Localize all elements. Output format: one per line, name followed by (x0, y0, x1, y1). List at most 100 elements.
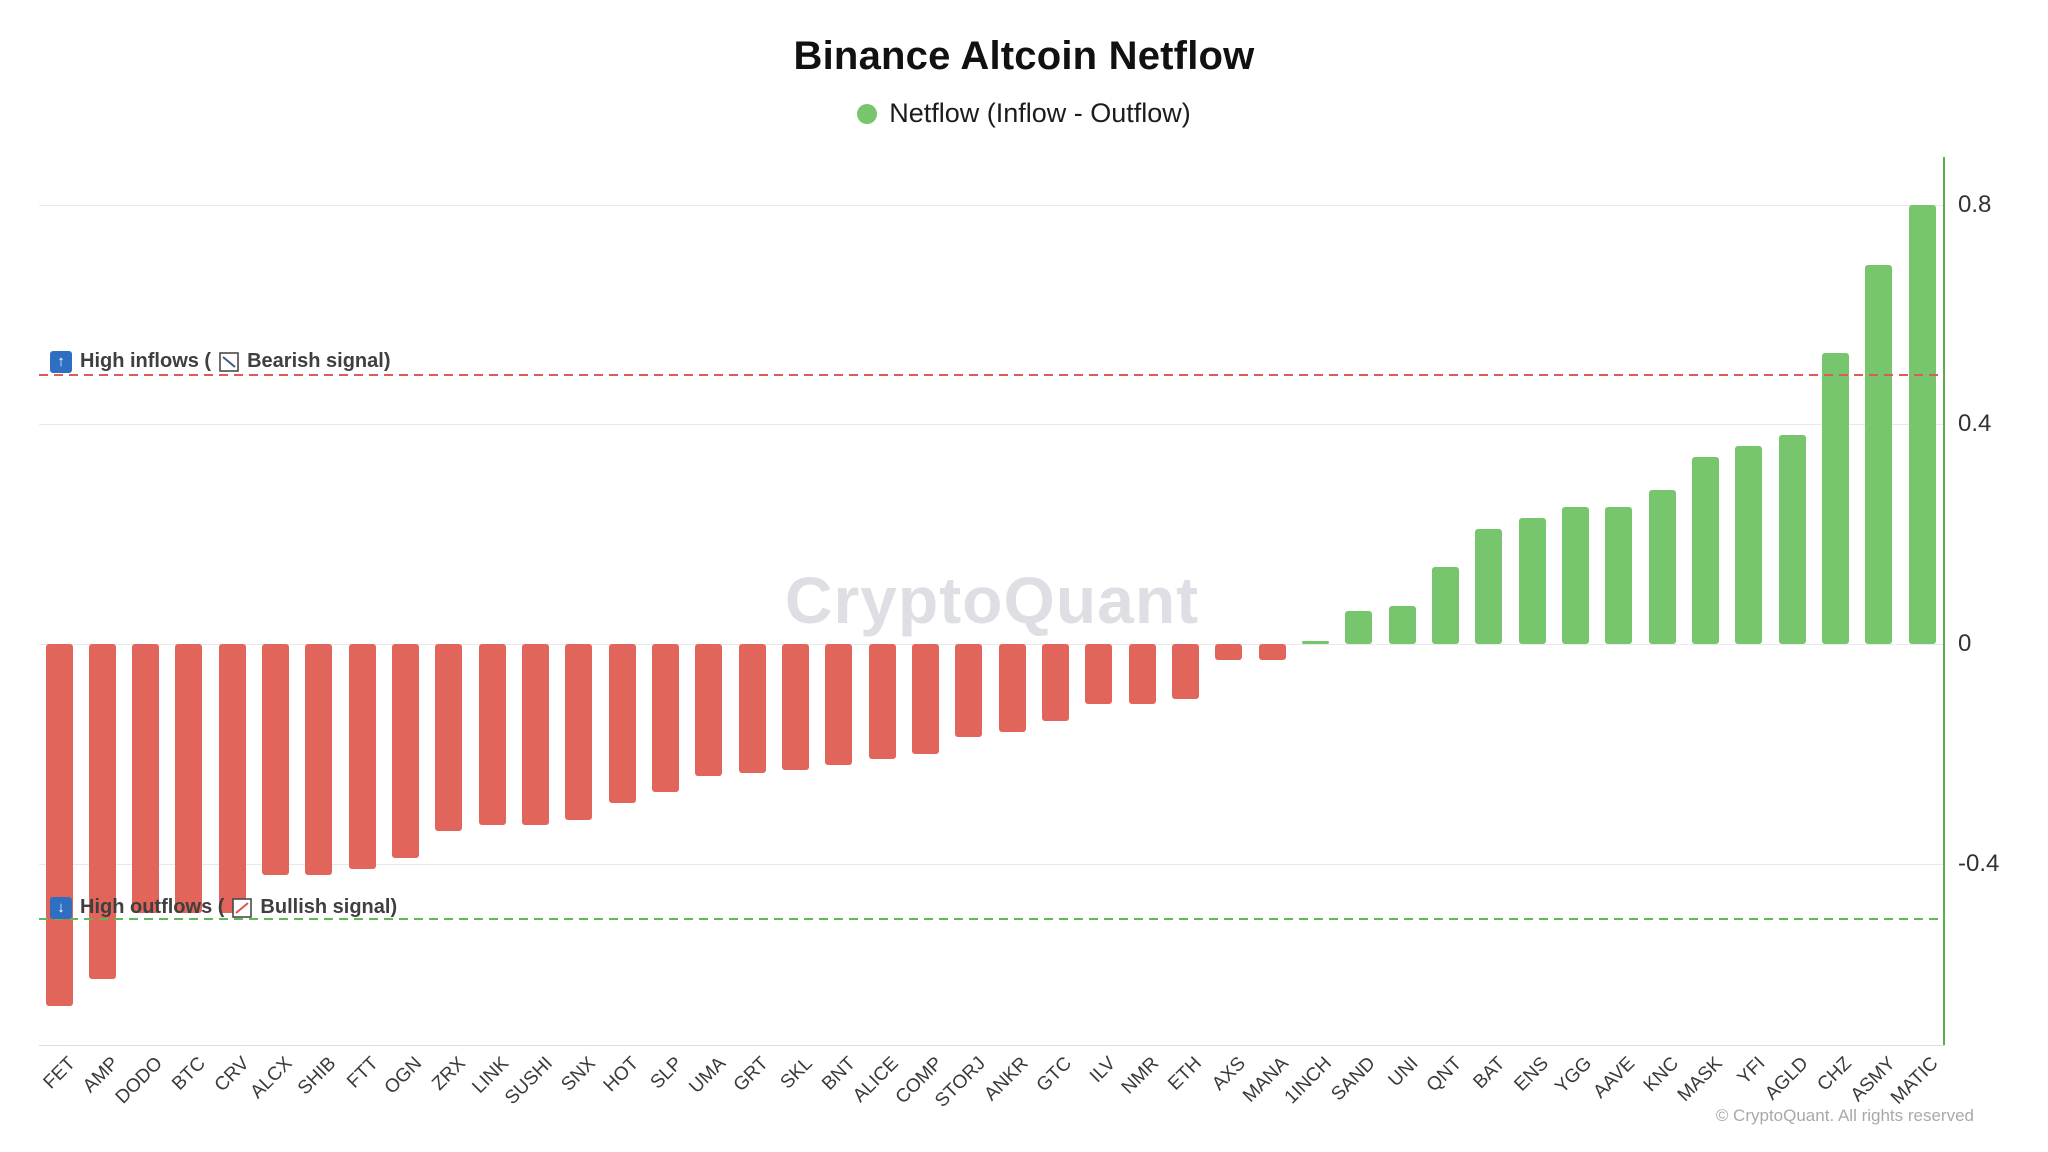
bar-QNT[interactable] (1431, 567, 1459, 644)
x-axis-label: FET (39, 1053, 80, 1094)
x-axis-label: AAVE (1589, 1053, 1640, 1103)
x-axis-label: ILV (1085, 1053, 1120, 1088)
x-axis-label: BAT (1469, 1053, 1510, 1093)
bar-KNC[interactable] (1648, 490, 1676, 644)
legend-label: Netflow (Inflow - Outflow) (889, 98, 1191, 128)
x-axis-label: OGN (380, 1053, 427, 1099)
bar-MANA[interactable] (1258, 644, 1286, 661)
bar-AMP[interactable] (88, 644, 116, 979)
bar-CHZ[interactable] (1821, 353, 1849, 644)
gridline (39, 644, 1945, 645)
down-arrow-icon: ↓ (50, 896, 72, 919)
bullish-trend-icon (232, 897, 253, 918)
x-axis-label: ENS (1510, 1053, 1553, 1096)
bar-HOT[interactable] (608, 644, 636, 804)
bar-AAVE[interactable] (1605, 506, 1633, 644)
x-axis-label: ALCX (246, 1053, 297, 1103)
x-axis-label: MASK (1673, 1053, 1727, 1106)
x-axis-label: AGLD (1761, 1053, 1813, 1105)
bar-SAND[interactable] (1345, 611, 1373, 644)
bar-BNT[interactable] (825, 644, 853, 765)
x-axis-label: GRT (730, 1053, 774, 1096)
bar-ASMY[interactable] (1865, 265, 1893, 644)
legend[interactable]: Netflow (Inflow - Outflow) (0, 98, 2048, 129)
bar-AGLD[interactable] (1778, 435, 1806, 644)
x-axis-label: YFI (1733, 1053, 1770, 1089)
chart-title: Binance Altcoin Netflow (793, 34, 1255, 78)
bar-STORJ[interactable] (955, 644, 983, 738)
x-axis-label: YGG (1551, 1053, 1597, 1098)
bearish-signal-text: Bearish signal) (247, 350, 391, 373)
bar-COMP[interactable] (912, 644, 939, 754)
bar-SUSHI[interactable] (522, 644, 550, 826)
bar-1INCH[interactable] (1301, 641, 1329, 644)
x-axis-label: 1INCH (1281, 1053, 1337, 1109)
x-axis-label: CRV (210, 1053, 254, 1096)
bar-ZRX[interactable] (435, 644, 463, 831)
bar-CRV[interactable] (218, 644, 246, 913)
bar-ALICE[interactable] (868, 644, 896, 760)
bar-SLP[interactable] (652, 644, 680, 793)
bearish-trend-icon (219, 352, 239, 372)
bar-YGG[interactable] (1561, 506, 1589, 644)
x-axis-label: SNX (557, 1053, 600, 1096)
bar-SKL[interactable] (782, 644, 810, 771)
legend-marker-icon (857, 103, 878, 124)
bar-SHIB[interactable] (305, 644, 333, 875)
bar-MATIC[interactable] (1908, 204, 1936, 644)
x-axis-label: SUSHI (500, 1053, 557, 1109)
bar-MASK[interactable] (1691, 457, 1719, 644)
bar-ENS[interactable] (1518, 517, 1546, 644)
high-outflows-threshold-line (39, 917, 1945, 920)
gridline (39, 863, 1945, 865)
bar-YFI[interactable] (1735, 446, 1763, 644)
x-axis-label: ALICE (849, 1053, 904, 1107)
bar-AXS[interactable] (1215, 644, 1243, 661)
bar-ILV[interactable] (1085, 644, 1113, 705)
x-axis-label: SAND (1327, 1053, 1380, 1106)
high-outflows-text: High outflows ( (80, 896, 225, 918)
high-outflows-annotation: ↓ High outflows ( Bullish signal) (50, 895, 397, 921)
bar-ANKR[interactable] (998, 644, 1026, 732)
x-axis-label: HOT (599, 1053, 644, 1097)
copyright-notice: © CryptoQuant. All rights reserved (1715, 1106, 1974, 1125)
bar-BTC[interactable] (175, 644, 203, 913)
x-axis-label: NMR (1117, 1053, 1163, 1099)
y-axis-tick-label: -0.4 (1958, 849, 2000, 877)
high-inflows-text: High inflows ( (80, 350, 212, 373)
x-axis-label: ZRX (428, 1053, 470, 1095)
bar-OGN[interactable] (392, 644, 420, 859)
bar-GTC[interactable] (1041, 644, 1069, 721)
high-inflows-threshold-line (39, 373, 1945, 376)
bar-LINK[interactable] (478, 644, 506, 826)
x-axis-label: UMA (685, 1053, 730, 1098)
bar-GRT[interactable] (738, 644, 766, 773)
up-arrow-icon: ↑ (50, 350, 72, 373)
bar-DODO[interactable] (132, 644, 160, 913)
x-axis-label: ANKR (980, 1053, 1034, 1106)
watermark: CryptoQuant (784, 563, 1200, 637)
gridline (39, 204, 1945, 206)
high-inflows-annotation: ↑ High inflows ( Bearish signal) (50, 349, 390, 375)
x-axis-line (39, 1045, 1945, 1046)
y-axis-tick-label: 0.4 (1958, 410, 1992, 438)
bar-ETH[interactable] (1171, 644, 1199, 699)
bar-ALCX[interactable] (262, 644, 290, 875)
y-axis-line (1943, 157, 1945, 1046)
x-axis-label: MATIC (1887, 1053, 1943, 1109)
x-axis-label: QNT (1423, 1053, 1467, 1097)
bar-UMA[interactable] (695, 644, 723, 776)
bar-UNI[interactable] (1388, 605, 1416, 644)
gridline (39, 424, 1945, 426)
bullish-signal-text: Bullish signal) (260, 896, 398, 918)
bar-FTT[interactable] (348, 644, 376, 870)
bar-FET[interactable] (45, 644, 73, 1007)
bar-BAT[interactable] (1475, 528, 1503, 644)
x-axis-label: MANA (1239, 1053, 1293, 1107)
x-axis-label: SHIB (293, 1053, 340, 1100)
x-axis-label: BTC (168, 1053, 210, 1095)
bar-NMR[interactable] (1128, 644, 1156, 705)
bar-SNX[interactable] (565, 644, 593, 820)
x-axis-label: ETH (1164, 1053, 1207, 1095)
